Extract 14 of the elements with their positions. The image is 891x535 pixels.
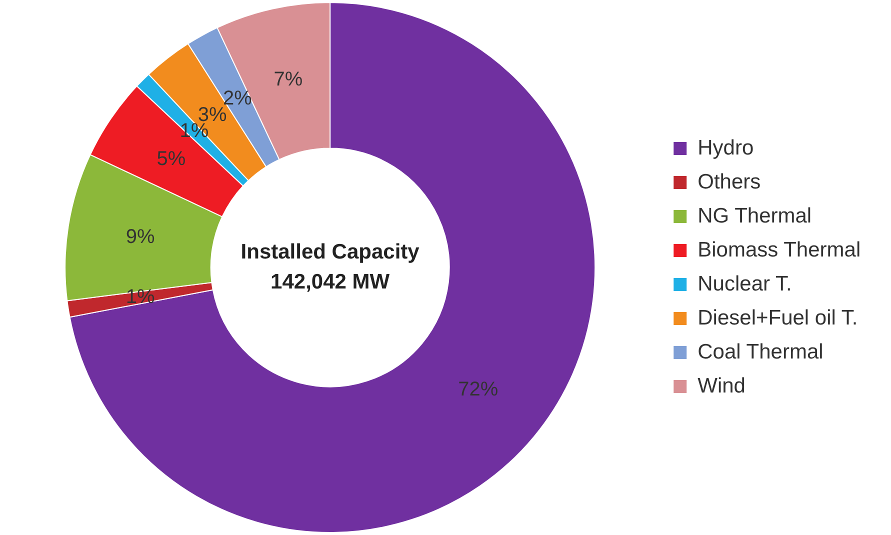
legend-label: Wind [698, 374, 746, 398]
data-label: 5% [156, 148, 186, 170]
legend-label: NG Thermal [698, 204, 812, 228]
legend-label: Diesel+Fuel oil T. [698, 306, 858, 330]
data-label: 9% [126, 226, 155, 248]
text: Installed Capacity 142,042 MW [240, 240, 420, 294]
data-label: 1% [126, 286, 155, 308]
data-label: 7% [274, 68, 303, 91]
data-label: 72% [458, 378, 498, 400]
legend-label: Others [698, 170, 761, 194]
legend-label: Coal Thermal [698, 340, 824, 364]
legend-label: Nuclear T. [698, 272, 792, 296]
legend-label: Hydro [698, 136, 754, 160]
legend-label: Biomass Thermal [698, 238, 861, 262]
